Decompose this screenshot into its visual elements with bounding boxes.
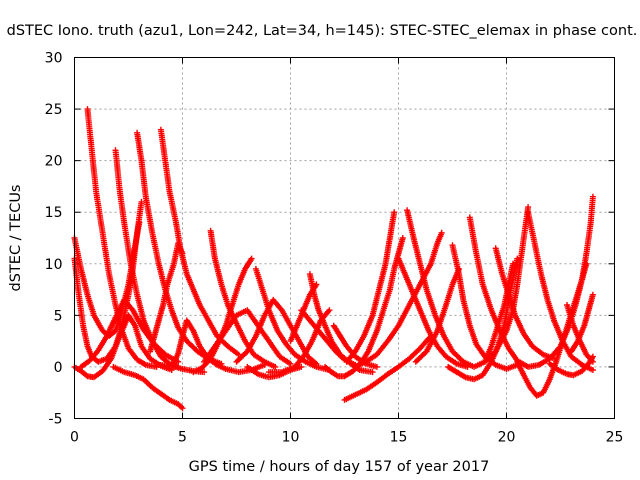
series-markers bbox=[514, 260, 590, 399]
series-markers bbox=[343, 209, 398, 365]
data-marks bbox=[71, 106, 596, 412]
x-axis-label: GPS time / hours of day 157 of year 2017 bbox=[189, 459, 490, 475]
data-series bbox=[525, 209, 596, 373]
data-series bbox=[330, 322, 380, 370]
series-markers bbox=[84, 106, 160, 370]
plot-frame bbox=[74, 57, 615, 419]
data-series bbox=[412, 265, 462, 365]
data-series bbox=[147, 240, 186, 355]
y-tick-label: 0 bbox=[54, 360, 63, 376]
y-tick-label: 10 bbox=[45, 257, 63, 273]
x-tick-label: 10 bbox=[282, 430, 300, 446]
series-markers bbox=[568, 291, 596, 355]
series-markers bbox=[412, 265, 462, 365]
data-series bbox=[341, 333, 434, 403]
series-markers bbox=[134, 129, 225, 367]
series-markers bbox=[110, 363, 186, 412]
chart-title: dSTEC Iono. truth (azu1, Lon=242, Lat=34… bbox=[7, 23, 638, 39]
series-markers bbox=[322, 235, 406, 380]
y-tick-label: 5 bbox=[54, 308, 63, 324]
x-tick-label: 5 bbox=[178, 430, 187, 446]
series-markers bbox=[352, 229, 445, 370]
y-tick-label: 30 bbox=[45, 51, 63, 67]
x-tick-label: 0 bbox=[70, 430, 79, 446]
data-series bbox=[155, 361, 208, 376]
data-series bbox=[514, 260, 590, 399]
data-series bbox=[244, 363, 305, 381]
y-tick-label: 15 bbox=[45, 205, 63, 221]
series-markers bbox=[330, 322, 380, 370]
y-tick-label: 25 bbox=[45, 102, 63, 118]
series-markers bbox=[244, 363, 305, 381]
series-markers bbox=[287, 281, 320, 345]
series-markers bbox=[481, 260, 516, 365]
series-markers bbox=[525, 209, 596, 373]
data-series bbox=[343, 209, 398, 365]
data-series bbox=[568, 291, 596, 355]
x-tick-label: 20 bbox=[498, 430, 516, 446]
data-series bbox=[352, 229, 445, 370]
series-markers bbox=[201, 307, 294, 367]
y-tick-label: -5 bbox=[49, 412, 63, 428]
data-series bbox=[287, 281, 320, 345]
data-series bbox=[110, 363, 186, 412]
series-markers bbox=[155, 361, 208, 376]
series-markers bbox=[341, 333, 434, 403]
series-markers bbox=[112, 147, 182, 370]
axis-ticks: 0 5 10 15 20 25 -5 0 5 10 15 20 25 30 bbox=[45, 51, 624, 446]
y-tick-label: 20 bbox=[45, 154, 63, 170]
y-axis-label: dSTEC / TECUs bbox=[8, 185, 24, 292]
data-series bbox=[481, 260, 516, 365]
series-markers bbox=[147, 240, 186, 355]
data-series bbox=[84, 106, 160, 370]
data-series bbox=[201, 307, 294, 367]
data-series bbox=[322, 235, 406, 380]
data-series bbox=[134, 129, 225, 367]
x-tick-label: 15 bbox=[390, 430, 408, 446]
x-tick-label: 25 bbox=[606, 430, 624, 446]
data-series bbox=[112, 147, 182, 370]
